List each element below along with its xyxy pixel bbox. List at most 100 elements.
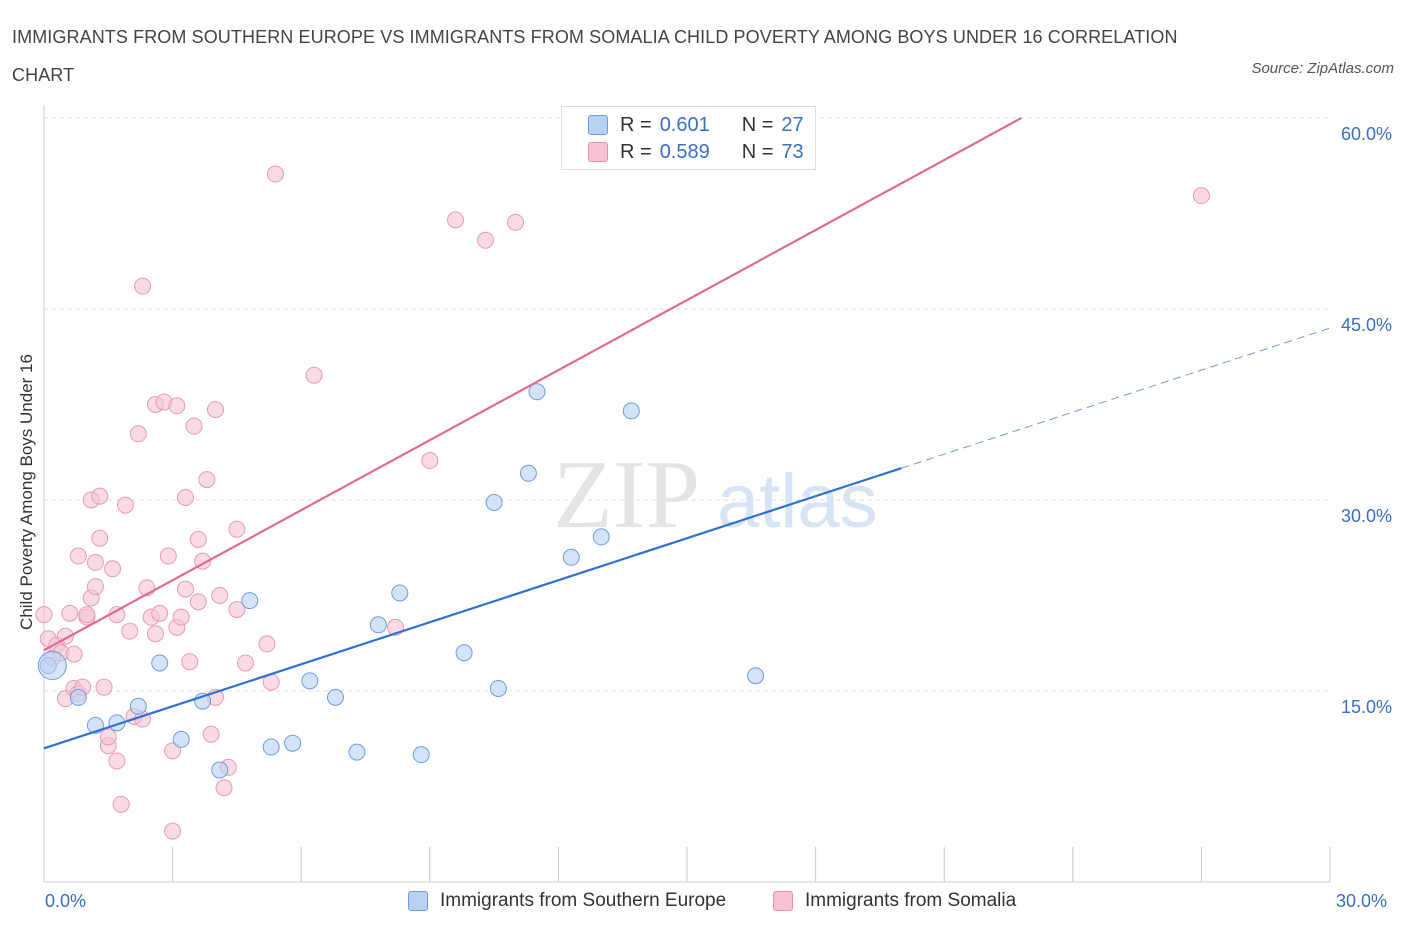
legend-n-value-pink: 73: [781, 140, 804, 163]
point-somalia: [1192, 187, 1210, 205]
point-southern-europe: [129, 697, 147, 715]
point-somalia: [236, 654, 254, 672]
point-somalia: [181, 653, 199, 671]
legend-n-label: N =: [741, 140, 774, 163]
bottom-legend-label-blue: Immigrants from Southern Europe: [440, 890, 727, 911]
point-somalia: [421, 452, 439, 470]
point-somalia: [447, 211, 465, 229]
point-somalia: [206, 401, 224, 419]
point-somalia: [164, 742, 182, 760]
point-southern-europe: [412, 746, 430, 764]
point-somalia: [185, 417, 203, 435]
bottom-legend-pink: Immigrants from Somalia: [773, 890, 1016, 912]
point-southern-europe: [485, 494, 503, 512]
point-somalia: [112, 795, 130, 813]
point-somalia: [134, 277, 152, 295]
point-somalia: [104, 560, 122, 578]
y-tick-label: 15.0%: [1341, 697, 1392, 717]
source-label: Source: ZipAtlas.com: [1251, 60, 1394, 77]
legend-r-label: R =: [620, 113, 652, 136]
point-somalia: [91, 529, 109, 547]
point-southern-europe: [172, 730, 190, 748]
point-somalia: [164, 822, 182, 840]
point-southern-europe: [241, 592, 259, 610]
point-somalia: [305, 366, 323, 384]
point-somalia: [176, 580, 194, 598]
point-somalia: [78, 606, 96, 624]
legend-r-label: R =: [620, 140, 652, 163]
point-somalia: [121, 622, 139, 640]
point-somalia: [91, 487, 109, 505]
trend-line-southern-europe-extension: [901, 327, 1331, 469]
chart-title: IMMIGRANTS FROM SOUTHERN EUROPE VS IMMIG…: [12, 27, 1178, 85]
point-southern-europe: [391, 584, 409, 602]
point-somalia: [116, 496, 134, 514]
x-tick-label-max: 30.0%: [1336, 891, 1388, 911]
point-southern-europe: [455, 644, 473, 662]
legend-r-value-blue: 0.601: [659, 113, 710, 136]
point-southern-europe: [369, 616, 387, 634]
point-somalia: [129, 425, 147, 443]
y-tick-label: 60.0%: [1341, 124, 1392, 144]
point-somalia: [211, 587, 229, 604]
point-southern-europe: [519, 464, 537, 482]
trend-line-southern-europe: [43, 467, 902, 750]
point-somalia: [151, 604, 169, 622]
y-axis-title: Child Poverty Among Boys Under 16: [17, 354, 36, 630]
point-southern-europe: [562, 548, 580, 566]
y-tick-label: 30.0%: [1341, 506, 1392, 526]
legend-swatch-blue: [588, 115, 608, 135]
bottom-legend-swatch-blue: [408, 891, 428, 911]
trend-lines: [43, 117, 1331, 750]
point-southern-europe: [489, 679, 507, 697]
point-southern-europe: [211, 761, 229, 779]
point-somalia: [189, 530, 207, 548]
point-somalia: [61, 604, 79, 622]
bottom-legend-blue: Immigrants from Southern Europe: [408, 890, 726, 912]
y-tick-label: 45.0%: [1341, 315, 1392, 335]
legend-swatch-pink: [588, 142, 608, 162]
point-somalia: [189, 593, 207, 611]
point-southern-europe: [151, 654, 169, 672]
x-tick-label-min: 0.0%: [45, 891, 87, 911]
point-somalia: [146, 625, 164, 643]
legend-row-blue: R = 0.601 N = 27: [588, 113, 804, 137]
grid: 15.0% 30.0% 45.0% 60.0%: [44, 117, 1392, 717]
point-somalia: [198, 471, 216, 489]
point-southern-europe-large: [37, 651, 67, 681]
point-somalia: [86, 578, 104, 596]
point-somalia: [258, 635, 276, 653]
point-somalia: [202, 725, 220, 743]
point-southern-europe: [69, 688, 87, 706]
point-somalia: [228, 601, 246, 619]
point-southern-europe: [622, 402, 640, 420]
trend-line-somalia: [43, 117, 1022, 652]
point-somalia: [69, 547, 87, 565]
legend: R = 0.601 N = 27 R = 0.589 N = 73: [561, 106, 816, 170]
point-somalia: [176, 488, 194, 506]
point-somalia: [168, 397, 186, 415]
point-southern-europe: [747, 667, 765, 685]
point-somalia: [86, 553, 104, 571]
legend-n-value-blue: 27: [781, 113, 804, 136]
point-somalia: [108, 752, 126, 770]
point-southern-europe: [592, 528, 610, 546]
point-somalia: [95, 678, 113, 696]
point-somalia: [65, 645, 83, 663]
point-somalia: [215, 779, 233, 797]
point-somalia: [159, 547, 177, 565]
point-somalia: [35, 606, 53, 624]
watermark-zip: ZIP: [553, 441, 700, 549]
point-southern-europe: [348, 743, 366, 761]
point-somalia: [99, 728, 117, 746]
axes: [43, 105, 1331, 883]
point-southern-europe: [326, 688, 344, 706]
point-somalia: [266, 165, 284, 183]
point-southern-europe: [284, 734, 302, 752]
bottom-legend-swatch-pink: [773, 891, 793, 911]
legend-n-label: N =: [741, 113, 774, 136]
bottom-legend-label-pink: Immigrants from Somalia: [805, 890, 1017, 911]
points-blue: [37, 383, 765, 779]
point-somalia: [228, 520, 246, 538]
legend-row-pink: R = 0.589 N = 73: [588, 140, 804, 164]
